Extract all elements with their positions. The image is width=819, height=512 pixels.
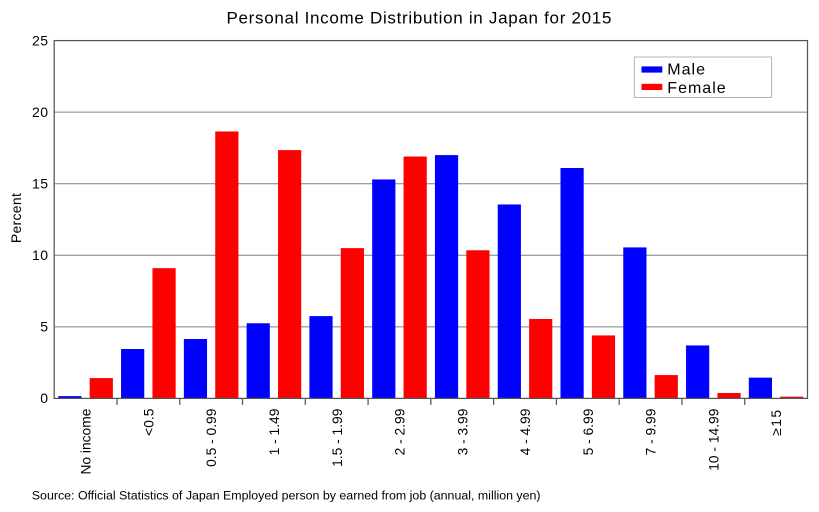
- svg-text:≥15: ≥15: [769, 409, 784, 436]
- svg-text:7 - 9.99: 7 - 9.99: [644, 408, 659, 455]
- svg-text:Personal Income Distribution i: Personal Income Distribution in Japan fo…: [226, 8, 612, 27]
- svg-text:10: 10: [32, 247, 49, 263]
- svg-text:<0.5: <0.5: [141, 408, 156, 436]
- svg-text:20: 20: [32, 104, 49, 120]
- svg-text:No income: No income: [79, 408, 94, 474]
- svg-text:0: 0: [40, 390, 48, 406]
- svg-text:1 - 1.49: 1 - 1.49: [267, 408, 282, 455]
- svg-text:0.5 - 0.99: 0.5 - 0.99: [204, 408, 219, 467]
- svg-text:Female: Female: [667, 80, 726, 97]
- svg-text:3 - 3.99: 3 - 3.99: [455, 408, 470, 455]
- svg-text:Male: Male: [667, 61, 706, 78]
- svg-text:25: 25: [32, 32, 49, 48]
- svg-text:2 - 2.99: 2 - 2.99: [393, 408, 408, 455]
- svg-text:Percent: Percent: [8, 193, 24, 243]
- svg-text:Source: Official Statistics of: Source: Official Statistics of Japan Emp…: [32, 489, 541, 503]
- svg-text:4 - 4.99: 4 - 4.99: [518, 408, 533, 455]
- svg-text:10 - 14.99: 10 - 14.99: [706, 408, 721, 470]
- svg-text:1.5 - 1.99: 1.5 - 1.99: [330, 408, 345, 467]
- svg-text:5 - 6.99: 5 - 6.99: [581, 408, 596, 455]
- svg-text:15: 15: [32, 176, 49, 192]
- svg-text:5: 5: [40, 319, 48, 335]
